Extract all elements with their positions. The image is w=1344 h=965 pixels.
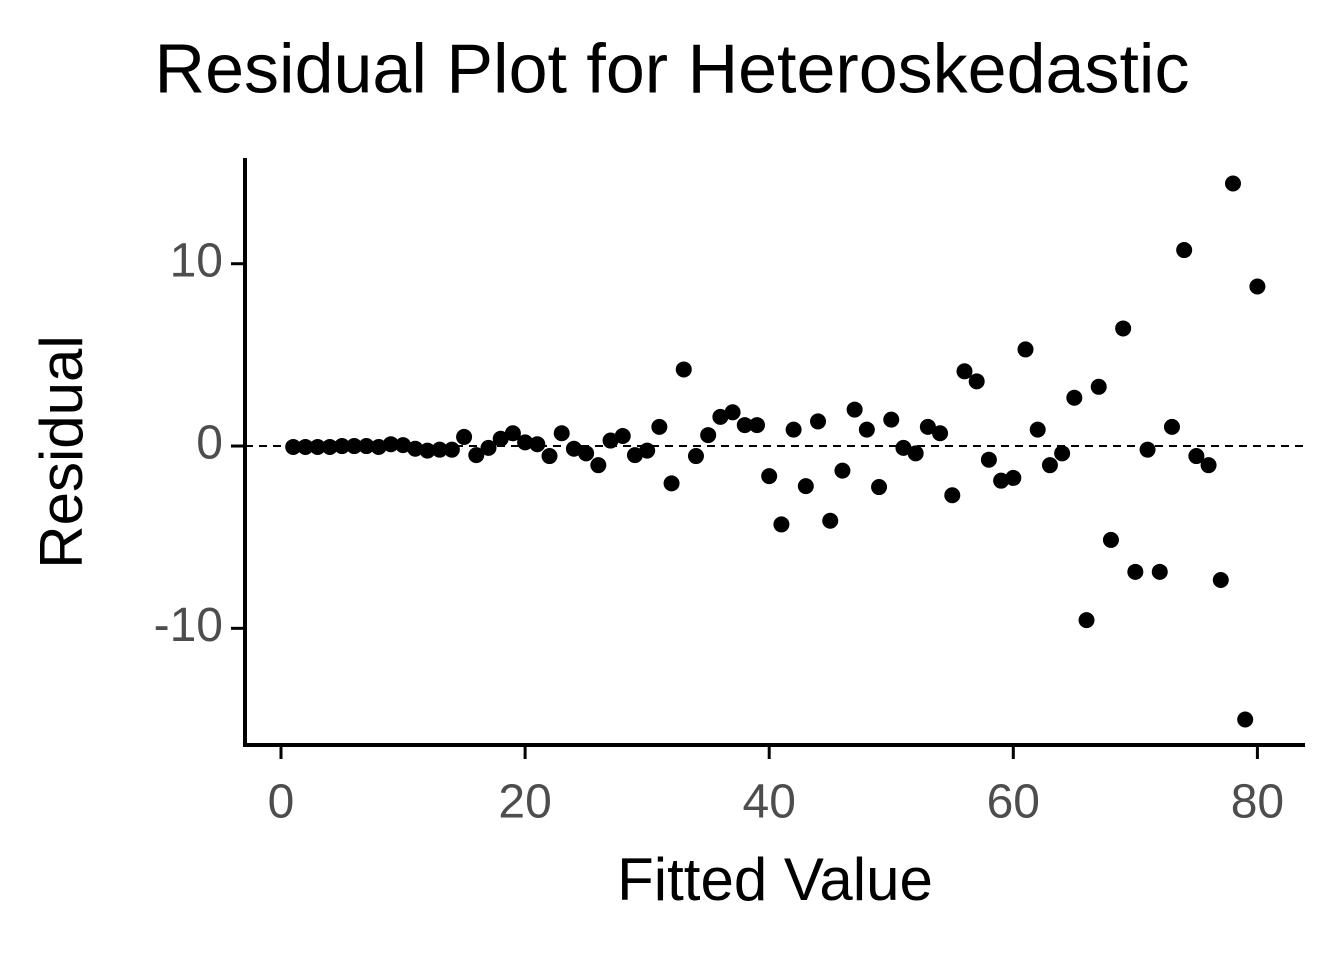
point <box>932 425 949 442</box>
point <box>1066 389 1083 406</box>
point <box>578 445 595 462</box>
point <box>858 421 875 438</box>
point <box>419 442 436 459</box>
point <box>553 425 570 442</box>
x-tick-label: 20 <box>498 776 551 829</box>
x-tick-label: 0 <box>268 776 295 829</box>
point <box>993 472 1010 489</box>
point <box>810 413 827 430</box>
point <box>1115 320 1132 337</box>
point <box>1163 418 1180 435</box>
point <box>834 462 851 479</box>
point <box>785 421 802 438</box>
point <box>1224 175 1241 192</box>
point <box>1139 441 1156 458</box>
point <box>1102 531 1119 548</box>
point <box>846 401 863 418</box>
point <box>1151 563 1168 580</box>
point <box>1078 612 1095 629</box>
point <box>956 363 973 380</box>
point <box>675 361 692 378</box>
point <box>895 439 912 456</box>
x-tick-label: 60 <box>987 776 1040 829</box>
point <box>456 428 473 445</box>
chart-title: Residual Plot for Heteroskedastic <box>155 29 1190 107</box>
point <box>687 448 704 465</box>
point <box>321 438 338 455</box>
x-tick-label: 80 <box>1231 776 1284 829</box>
point <box>1237 711 1254 728</box>
point <box>297 438 314 455</box>
point <box>980 451 997 468</box>
point <box>1176 242 1193 259</box>
point <box>309 438 326 455</box>
point <box>700 427 717 444</box>
point <box>334 438 351 455</box>
point <box>639 442 656 459</box>
point <box>651 418 668 435</box>
point <box>1200 457 1217 474</box>
point <box>907 445 924 462</box>
point <box>1041 457 1058 474</box>
point <box>1029 421 1046 438</box>
point <box>382 436 399 453</box>
point <box>468 447 485 464</box>
point <box>968 373 985 390</box>
point <box>358 438 375 455</box>
point <box>626 447 643 464</box>
point <box>285 438 302 455</box>
point <box>431 441 448 458</box>
point <box>773 516 790 533</box>
point <box>919 418 936 435</box>
point <box>1054 445 1071 462</box>
point <box>1090 378 1107 395</box>
point <box>761 468 778 485</box>
point <box>492 430 509 447</box>
point <box>712 408 729 425</box>
point <box>480 439 497 456</box>
point <box>529 436 546 453</box>
x-tick-label: 40 <box>743 776 796 829</box>
point <box>395 437 412 454</box>
point <box>1017 341 1034 358</box>
point <box>1127 563 1144 580</box>
point <box>1249 278 1266 295</box>
point <box>1188 448 1205 465</box>
point <box>822 512 839 529</box>
point <box>407 440 424 457</box>
point <box>883 411 900 428</box>
point <box>614 428 631 445</box>
point <box>541 448 558 465</box>
point <box>944 487 961 504</box>
y-axis-title: Residual <box>28 335 95 568</box>
point <box>748 417 765 434</box>
point <box>663 475 680 492</box>
point <box>1005 469 1022 486</box>
point <box>602 432 619 449</box>
y-tick-label: -10 <box>154 599 223 652</box>
y-tick-label: 10 <box>170 234 223 287</box>
x-axis-title: Fitted Value <box>617 846 933 913</box>
point <box>797 478 814 495</box>
point <box>370 438 387 455</box>
point <box>736 417 753 434</box>
point <box>346 438 363 455</box>
point <box>504 425 521 442</box>
point <box>565 440 582 457</box>
y-tick-label: 0 <box>196 417 223 470</box>
point <box>517 434 534 451</box>
point <box>724 404 741 421</box>
point <box>1212 572 1229 589</box>
point <box>871 479 888 496</box>
point <box>590 457 607 474</box>
point <box>443 441 460 458</box>
